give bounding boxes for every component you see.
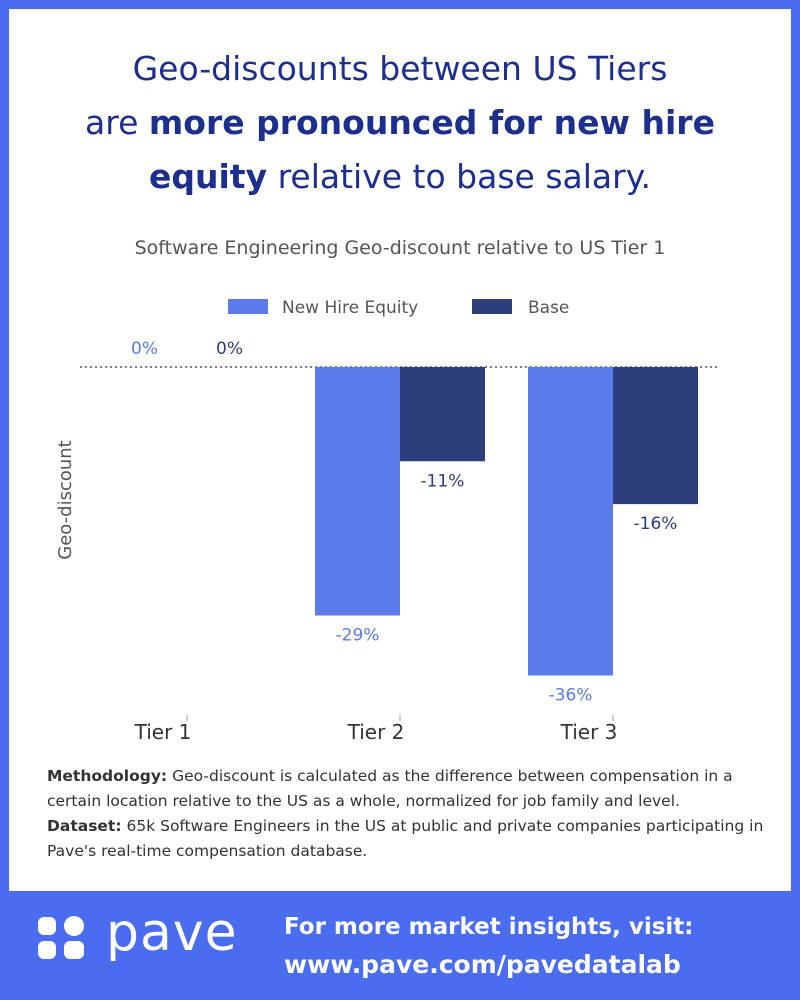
- dataset-paragraph: Dataset: 65k Software Engineers in the U…: [47, 814, 767, 864]
- headline-line-2-bold: more pronounced for new hire: [148, 103, 715, 142]
- pave-logo-text: pave: [106, 903, 238, 963]
- legend-label-new-hire-equity: New Hire Equity: [282, 298, 418, 318]
- legend-swatch-base: [472, 299, 512, 314]
- bar-base-tier-2: [400, 367, 485, 462]
- legend-label-base: Base: [528, 298, 569, 318]
- x-tick-label-tier-1: Tier 1: [134, 720, 192, 744]
- x-tick-label-tier-2: Tier 2: [347, 720, 405, 744]
- headline-line-2: are more pronounced for new hire: [0, 96, 800, 150]
- value-label-base-tier-2: -11%: [421, 471, 465, 491]
- methodology-text: Geo-discount is calculated as the differ…: [47, 767, 733, 810]
- x-axis-ticks: Tier 1 Tier 2 Tier 3: [134, 715, 618, 744]
- methodology-note: Methodology: Geo-discount is calculated …: [47, 764, 767, 864]
- geo-discount-chart: Software Engineering Geo-discount relati…: [55, 237, 720, 744]
- pave-logo-icon: [38, 916, 84, 959]
- headline-line-1: Geo-discounts between US Tiers: [132, 49, 668, 88]
- footer-cta: For more market insights, visit: www.pav…: [284, 909, 784, 983]
- chart-title: Software Engineering Geo-discount relati…: [135, 237, 666, 259]
- footer-banner: pave For more market insights, visit: ww…: [0, 891, 800, 1000]
- y-axis-label: Geo-discount: [55, 440, 76, 559]
- cta-line-1: For more market insights, visit:: [284, 914, 694, 940]
- dataset-label: Dataset:: [47, 817, 122, 835]
- value-label-new-hire-equity-tier-3: -36%: [549, 686, 593, 706]
- bar-new-hire-equity-tier-3: [528, 367, 613, 676]
- headline-line-3-post: relative to base salary.: [267, 157, 652, 196]
- headline: Geo-discounts between US Tiers are more …: [0, 42, 800, 204]
- bars-group: [315, 367, 698, 676]
- bar-new-hire-equity-tier-2: [315, 367, 400, 616]
- value-label-base-tier-1: 0%: [216, 339, 243, 359]
- cta-link[interactable]: www.pave.com/pavedatalab: [284, 950, 681, 979]
- headline-line-2-pre: are: [85, 103, 149, 142]
- value-labels-group: 0% 0% -29% -11% -36% -16%: [131, 339, 677, 706]
- dataset-text: 65k Software Engineers in the US at publ…: [47, 817, 764, 860]
- headline-line-3: equity relative to base salary.: [0, 150, 800, 204]
- methodology-label: Methodology:: [47, 767, 168, 785]
- value-label-base-tier-3: -16%: [634, 514, 678, 534]
- bar-base-tier-3: [613, 367, 698, 505]
- headline-line-3-bold: equity: [148, 157, 268, 196]
- value-label-new-hire-equity-tier-1: 0%: [131, 339, 158, 359]
- value-label-new-hire-equity-tier-2: -29%: [336, 626, 380, 646]
- methodology-paragraph: Methodology: Geo-discount is calculated …: [47, 764, 767, 814]
- x-tick-label-tier-3: Tier 3: [560, 720, 618, 744]
- legend-swatch-new-hire-equity: [228, 299, 268, 314]
